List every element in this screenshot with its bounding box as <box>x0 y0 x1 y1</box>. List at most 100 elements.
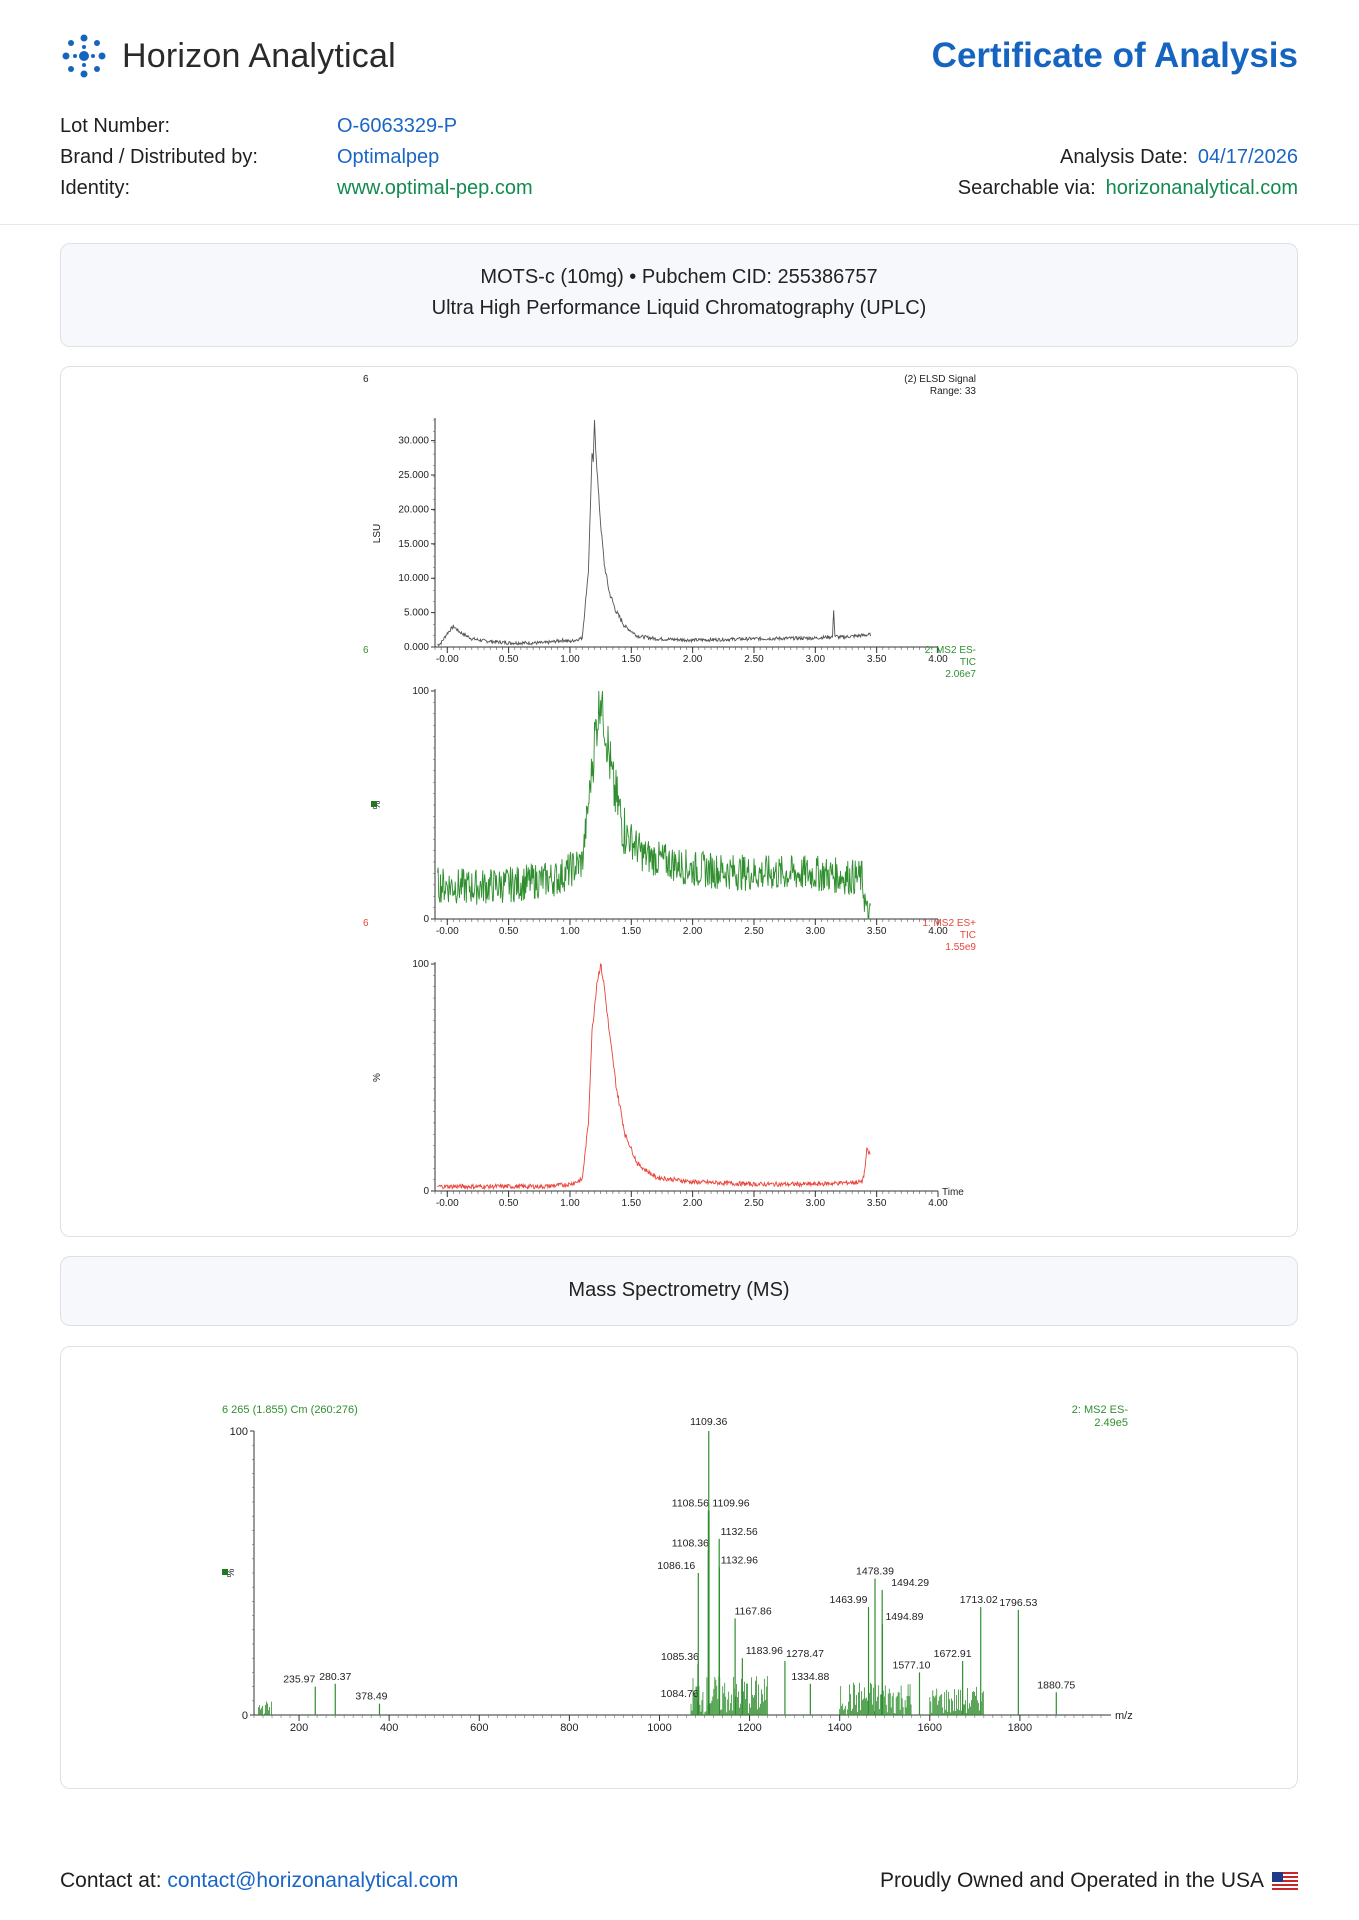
y-axis-label: % <box>372 800 383 809</box>
x-tick-label: -0.00 <box>436 926 459 937</box>
contact-email-link[interactable]: contact@horizonanalytical.com <box>167 1869 459 1892</box>
brand-logo[interactable]: Horizon Analytical <box>58 30 396 82</box>
x-tick-label: 1.50 <box>622 1198 642 1209</box>
brand-row: Brand / Distributed by: Optimalpep Analy… <box>0 143 1359 171</box>
legend-line: 2: MS2 ES- <box>925 645 976 656</box>
x-tick-label: 400 <box>380 1722 398 1734</box>
legend-line: 2: MS2 ES- <box>1072 1404 1129 1416</box>
x-tick-label: 1.00 <box>560 1198 580 1209</box>
peak-label: 280.37 <box>319 1671 351 1683</box>
peak-label: 235.97 <box>283 1674 315 1686</box>
x-tick-label: 3.50 <box>867 926 887 937</box>
peak-label: 1132.96 <box>721 1554 758 1566</box>
y-tick-label: 100 <box>230 1426 248 1438</box>
chart-ms2_neg: -0.00 0.50 1.00 1.50 2.00 2.50 3.00 3.50 4.00 0 10… <box>363 645 976 937</box>
y-tick-label: 0 <box>423 914 429 925</box>
y-tick-label: 5.000 <box>404 608 429 619</box>
peak-label: 1672.91 <box>934 1648 972 1660</box>
x-tick-label: 2.00 <box>683 926 703 937</box>
document-title: Certificate of Analysis <box>931 36 1298 75</box>
spectrum-header: 6 265 (1.855) Cm (260:276) <box>222 1404 358 1416</box>
chart-elsd: -0.00 0.50 1.00 1.50 2.00 2.50 3.00 3.50 4.00 0.0… <box>363 374 976 665</box>
x-tick-label: 4.00 <box>928 1198 948 1209</box>
x-tick-label: 1.50 <box>622 926 642 937</box>
peak-label: 1478.39 <box>856 1566 894 1578</box>
legend-line: TIC <box>960 657 976 668</box>
ms-title-panel: Mass Spectrometry (MS) <box>60 1256 1298 1326</box>
date-value: 04/17/2026 <box>1197 146 1298 168</box>
search-link[interactable]: horizonanalytical.com <box>1105 177 1298 199</box>
y-tick-label: 0 <box>242 1710 248 1722</box>
peak-label: 1796.53 <box>999 1597 1037 1609</box>
legend-line: 1: MS2 ES+ <box>922 918 976 929</box>
x-tick-label: 800 <box>560 1722 578 1734</box>
identity-row: Identity: www.optimal-pep.com Searchable… <box>0 174 1359 202</box>
peak-label: 1880.75 <box>1037 1679 1075 1691</box>
peak-label: 1494.89 <box>885 1611 923 1623</box>
lot-row: Lot Number: O-6063329-P <box>0 112 1359 140</box>
x-tick-label: 0.50 <box>499 1198 519 1209</box>
us-flag-icon <box>1272 1872 1298 1890</box>
corner-label: 6 <box>363 374 369 385</box>
series-trace <box>437 963 871 1191</box>
search-label: Searchable via: <box>957 177 1096 199</box>
peak-label: 1108.36 <box>672 1537 709 1549</box>
legend-line: 2.49e5 <box>1094 1417 1128 1429</box>
x-tick-label: 1000 <box>647 1722 671 1734</box>
peak-label: 1132.56 <box>721 1526 758 1538</box>
contact: Contact at: contact@horizonanalytical.co… <box>60 1866 458 1896</box>
legend-line: 1.55e9 <box>945 942 976 953</box>
analysis-date: Analysis Date: 04/17/2026 <box>1060 143 1298 171</box>
legend-line: Range: 33 <box>930 386 977 397</box>
x-tick-label: 1600 <box>918 1722 942 1734</box>
x-tick-label: 0.50 <box>499 926 519 937</box>
peak-label: 1183.96 <box>746 1645 783 1657</box>
x-tick-label: 2.00 <box>683 1198 703 1209</box>
identity-link[interactable]: www.optimal-pep.com <box>337 177 533 199</box>
method-line: Ultra High Performance Liquid Chromatogr… <box>431 297 927 319</box>
usa-text: Proudly Owned and Operated in the USA <box>879 1869 1264 1892</box>
x-tick-label: 1.50 <box>622 654 642 665</box>
brand-name: Horizon Analytical <box>122 36 396 75</box>
trace-marker-icon <box>222 1569 228 1575</box>
chart-ms-spectrum: 200 400 600 800 1000 1200 1400 1600 1800 0 100% m/z… <box>222 1404 1133 1734</box>
y-axis-label: LSU <box>372 524 383 543</box>
y-tick-label: 100 <box>412 959 429 970</box>
x-tick-label: 200 <box>290 1722 308 1734</box>
peak-label: 1167.86 <box>735 1605 772 1617</box>
x-tick-label: -0.00 <box>436 654 459 665</box>
x-tick-label: 0.50 <box>499 654 519 665</box>
legend-line: (2) ELSD Signal <box>904 374 976 385</box>
legend-line: 2.06e7 <box>945 669 976 680</box>
peak-label: 1577.10 <box>892 1659 930 1671</box>
x-tick-label: 2.50 <box>744 926 764 937</box>
y-tick-label: 15.000 <box>398 539 429 550</box>
corner-label: 6 <box>363 645 369 656</box>
peak-label: 1713.02 <box>960 1594 998 1606</box>
y-axis-label: % <box>226 1568 237 1577</box>
peak-label: 1278.47 <box>786 1648 824 1660</box>
y-tick-label: 0.000 <box>404 642 429 653</box>
y-tick-label: 25.000 <box>398 470 429 481</box>
peak-label: 1494.29 <box>891 1577 929 1589</box>
peak-label: 1334.88 <box>791 1671 829 1683</box>
peak-label: 378.49 <box>355 1691 387 1703</box>
y-tick-label: 100 <box>412 686 429 697</box>
x-tick-label: 3.50 <box>867 1198 887 1209</box>
series-trace <box>437 690 871 920</box>
corner-label: 6 <box>363 918 369 929</box>
x-tick-label: 4.00 <box>928 926 948 937</box>
y-tick-label: 10.000 <box>398 573 429 584</box>
x-axis-label: m/z <box>1115 1710 1133 1722</box>
contact-label: Contact at: <box>60 1869 162 1892</box>
x-tick-label: 1200 <box>737 1722 761 1734</box>
peak-label: 1108.56 <box>672 1498 709 1510</box>
x-tick-label: 3.00 <box>806 1198 826 1209</box>
uplc-chromatograms: -0.00 0.50 1.00 1.50 2.00 2.50 3.00 3.50 4.00 0.0… <box>363 374 976 1209</box>
peak-label: 1109.36 <box>690 1416 727 1428</box>
x-tick-label: 3.50 <box>867 654 887 665</box>
peak-label: 1086.16 <box>657 1560 695 1572</box>
x-tick-label: 2.50 <box>744 1198 764 1209</box>
x-tick-label: 1400 <box>827 1722 851 1734</box>
x-axis-label: Time <box>942 1187 964 1198</box>
